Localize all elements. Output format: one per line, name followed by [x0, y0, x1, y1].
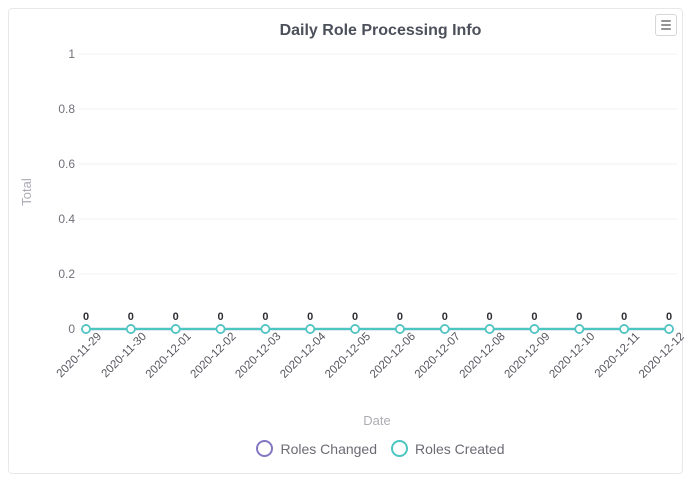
- data-label: 0: [397, 311, 403, 323]
- data-point-marker[interactable]: [350, 324, 360, 334]
- roles-changed-swatch-icon: [256, 440, 274, 457]
- x-axis-tick-label: 2020-12-08: [458, 331, 508, 381]
- legend-item-roles-created[interactable]: Roles Created: [391, 440, 505, 457]
- y-axis-title: Total: [19, 178, 34, 206]
- data-label: 0: [352, 311, 358, 323]
- data-point-marker[interactable]: [484, 324, 495, 334]
- x-axis-tick-label: 2020-12-05: [323, 331, 373, 381]
- data-label: 0: [576, 311, 582, 323]
- x-axis-tick-label: 2020-12-02: [189, 331, 239, 381]
- data-point-marker[interactable]: [125, 324, 136, 334]
- data-point-marker[interactable]: [170, 324, 181, 334]
- data-point-marker[interactable]: [260, 324, 271, 334]
- data-point-marker[interactable]: [574, 324, 585, 334]
- x-axis-tick-label: 2020-12-12: [637, 331, 684, 381]
- export-menu-button[interactable]: [655, 14, 677, 36]
- data-label: 0: [307, 311, 313, 323]
- data-label: 0: [442, 311, 448, 323]
- x-axis-tick-label: 2020-12-03: [233, 331, 283, 381]
- data-point-marker[interactable]: [439, 324, 450, 334]
- data-label: 0: [83, 311, 89, 323]
- y-axis-tick-label: 0.4: [58, 212, 75, 226]
- x-axis-tick-label: 2020-12-10: [547, 331, 597, 381]
- x-axis-tick-label: 2020-12-04: [278, 330, 329, 381]
- x-axis-tick-label: 2020-12-09: [502, 331, 552, 381]
- data-point-marker[interactable]: [81, 324, 91, 334]
- data-label: 0: [128, 311, 134, 323]
- y-axis-tick-label: 0.2: [58, 267, 75, 281]
- data-label: 0: [217, 311, 223, 323]
- x-axis-tick-label: 2020-12-07: [413, 331, 463, 381]
- x-axis-tick-label: 2020-12-11: [593, 331, 642, 380]
- legend-label: Roles Created: [415, 440, 505, 457]
- legend-label: Roles Changed: [280, 440, 377, 457]
- data-label: 0: [531, 311, 537, 323]
- data-label: 0: [487, 311, 493, 323]
- chart-title: Daily Role Processing Info: [279, 22, 482, 39]
- x-axis-title: Date: [363, 413, 390, 428]
- data-point-marker[interactable]: [215, 324, 226, 334]
- line-chart: 00.20.40.60.812020-11-292020-11-302020-1…: [19, 47, 684, 428]
- x-axis-tick-label: 2020-12-06: [368, 331, 418, 381]
- y-axis-tick-label: 0.6: [58, 157, 75, 171]
- y-axis-tick-label: 1: [68, 47, 75, 61]
- data-point-marker[interactable]: [529, 324, 540, 334]
- x-axis-tick-label: 2020-11-29: [55, 331, 104, 380]
- legend-item-roles-changed[interactable]: Roles Changed: [256, 440, 377, 457]
- data-label: 0: [173, 311, 179, 323]
- x-axis-tick-label: 2020-11-30: [99, 331, 148, 380]
- chart-card: Daily Role Processing Info 0 0.2 0.4 0.6 0.8…: [8, 8, 684, 474]
- data-point-marker[interactable]: [395, 324, 405, 334]
- chart-legend: Roles Changed Roles Created: [79, 440, 682, 457]
- data-label: 0: [621, 311, 627, 323]
- roles-created-swatch-icon: [391, 440, 408, 457]
- data-label: 0: [262, 311, 268, 323]
- data-point-marker[interactable]: [305, 324, 316, 334]
- y-axis-tick-label: 0: [68, 322, 75, 336]
- data-label: 0: [666, 311, 672, 323]
- data-point-marker[interactable]: [664, 324, 674, 334]
- y-axis-tick-label: 0.8: [58, 102, 75, 116]
- data-point-marker[interactable]: [619, 324, 630, 334]
- x-axis-tick-label: 2020-12-01: [144, 331, 194, 381]
